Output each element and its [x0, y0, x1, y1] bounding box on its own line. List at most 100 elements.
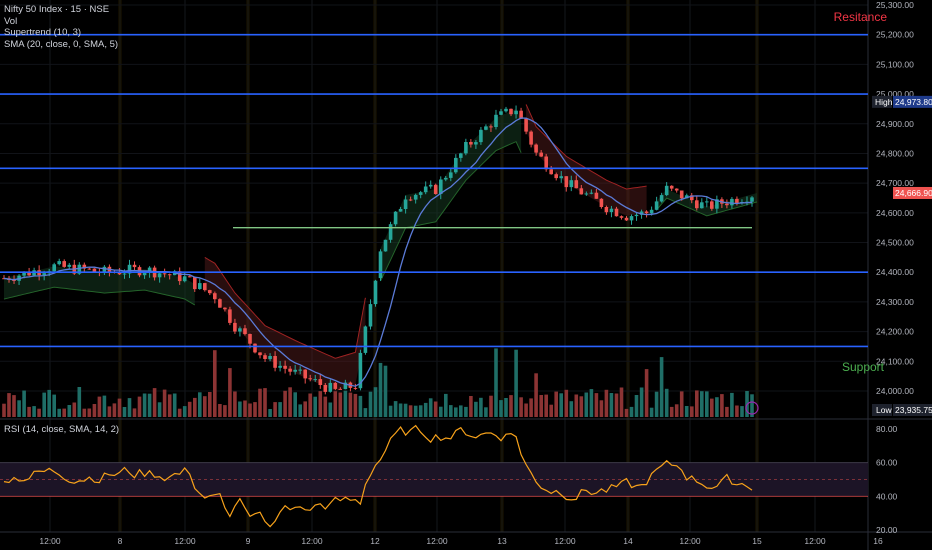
candle: [293, 369, 297, 372]
volume-bar: [584, 392, 589, 417]
candle: [102, 266, 107, 273]
supertrend-down-fill: [204, 257, 366, 391]
volume-bar: [599, 400, 604, 417]
candle: [408, 199, 413, 201]
candle: [634, 214, 639, 217]
volume-label[interactable]: Vol: [4, 15, 18, 27]
volume-bar: [87, 408, 92, 417]
volume-bar: [172, 393, 177, 417]
supertrend-down-line: [204, 256, 366, 359]
price-tick-label: 24,800.00: [876, 148, 914, 158]
candle: [288, 368, 292, 372]
volume-bar: [243, 400, 247, 417]
candle: [644, 211, 649, 214]
volume-bar: [353, 393, 358, 417]
volume-bar: [529, 398, 533, 417]
candle: [253, 343, 257, 353]
volume-bar: [378, 362, 383, 417]
candle: [42, 273, 46, 276]
candle: [654, 201, 659, 210]
volume-bar: [514, 349, 518, 417]
candle: [62, 261, 66, 267]
volume-bar: [363, 408, 368, 417]
volume-bar: [423, 402, 428, 417]
volume-bar: [659, 357, 664, 417]
candle: [142, 272, 147, 276]
volume-bar: [298, 404, 302, 417]
volume-bar: [258, 388, 262, 417]
rsi-tick-label: 20.00: [876, 525, 898, 535]
support-annotation: Support: [841, 360, 884, 374]
volume-bar: [679, 391, 684, 417]
low-badge-value: 23,935.75: [895, 405, 932, 415]
candle: [489, 126, 493, 128]
low-badge: Low 23,935.75: [872, 404, 932, 416]
volume-bar: [42, 392, 46, 417]
candle: [459, 153, 463, 158]
supertrend-label[interactable]: Supertrend (10, 3): [4, 27, 82, 38]
candle: [529, 131, 533, 145]
rsi-tick-label: 40.00: [876, 491, 898, 501]
volume-bar: [539, 395, 543, 417]
candle: [233, 322, 237, 332]
candle: [318, 379, 323, 385]
symbol-label[interactable]: Nifty 50 Index · 15 · NSE: [4, 4, 110, 15]
high-badge-value: 24,973.80: [895, 97, 932, 107]
volume-bar: [569, 401, 574, 417]
time-tick-label: 12:00: [679, 536, 701, 546]
session-break: [500, 0, 504, 532]
rsi-label[interactable]: RSI (14, close, SMA, 14, 2): [4, 424, 120, 435]
candle: [298, 369, 302, 371]
volume-bar: [303, 401, 307, 417]
sma-label[interactable]: SMA (20, close, 0, SMA, 5): [4, 38, 119, 50]
high-badge-label-bg: [872, 95, 892, 108]
candle: [363, 326, 368, 353]
rsi-line: [3, 424, 753, 528]
time-tick-label: 12:00: [174, 536, 196, 546]
volume-bar: [313, 396, 317, 417]
volume-bar: [187, 401, 192, 417]
price-tick-label: 24,200.00: [876, 327, 914, 337]
volume-bar: [117, 398, 122, 417]
candle: [418, 192, 423, 195]
volume-bar: [323, 396, 328, 417]
volume-bar: [278, 402, 282, 417]
volume-bar: [213, 350, 217, 417]
volume-bar: [233, 391, 237, 417]
price-tick-label: 25,100.00: [876, 59, 914, 69]
candle: [117, 272, 122, 275]
price-tick-label: 24,100.00: [876, 356, 914, 366]
time-tick-label: 12:00: [39, 536, 61, 546]
candle: [303, 369, 307, 379]
volume-bar: [684, 406, 689, 417]
supertrend-up-fill: [380, 108, 522, 282]
candle: [167, 274, 172, 276]
volume-bar: [609, 393, 614, 417]
volume-bar: [203, 396, 207, 417]
time-tick-label: 12:00: [554, 536, 576, 546]
candle: [509, 108, 513, 115]
resistance-annotation: Resitance: [833, 10, 887, 24]
volume-bar: [193, 397, 197, 417]
time-tick-label: 8: [118, 536, 123, 546]
candle: [499, 111, 503, 115]
volume-bar: [614, 393, 619, 417]
candle: [353, 387, 358, 389]
candle: [479, 129, 483, 143]
candle: [127, 264, 132, 274]
volume-bar: [77, 387, 82, 417]
volume-bar: [710, 398, 714, 417]
volume-bar: [439, 406, 443, 417]
candle: [157, 273, 162, 278]
volume-bar: [273, 402, 277, 417]
volume-bar: [469, 396, 473, 417]
volume-bar: [218, 404, 222, 417]
volume-bar: [157, 402, 162, 417]
price-tick-label: 24,900.00: [876, 119, 914, 129]
candle: [57, 261, 61, 265]
volume-bar: [559, 393, 563, 417]
candle: [313, 379, 317, 381]
candle: [433, 184, 438, 194]
